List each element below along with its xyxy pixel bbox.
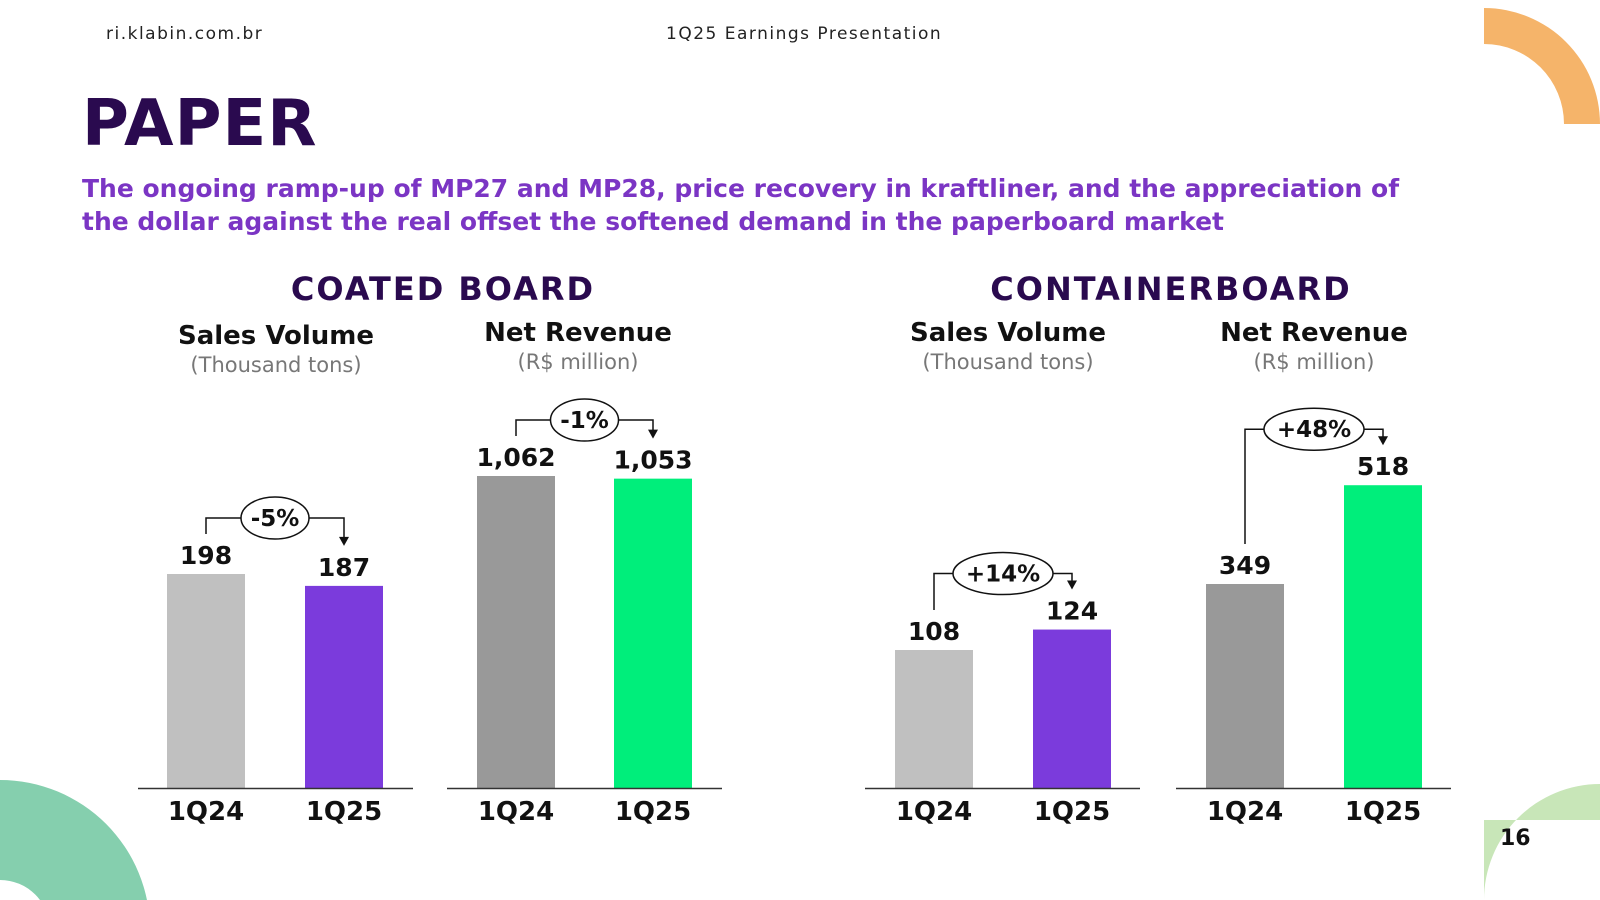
chart-2-bar-1q25 bbox=[614, 478, 692, 788]
chart-2-value-label-1q24: 1,062 bbox=[476, 443, 555, 472]
chart-3-value-label-1q25: 124 bbox=[1046, 597, 1098, 626]
chart-4-category-label-1q24: 1Q24 bbox=[1207, 797, 1283, 827]
chart-4-variation-connector-right bbox=[1364, 428, 1384, 438]
chart-2-unit: (R$ million) bbox=[518, 350, 639, 374]
decoration-orange-arc-shape bbox=[1484, 8, 1600, 124]
chart-2-variation-label: -1% bbox=[560, 408, 609, 434]
chart-4-value-label-1q25: 518 bbox=[1357, 452, 1409, 481]
chart-4-bar-1q24 bbox=[1206, 584, 1284, 788]
chart-3-unit: (Thousand tons) bbox=[922, 350, 1093, 374]
chart-1-variation-label: -5% bbox=[251, 506, 300, 532]
chart-1-value-label-1q24: 198 bbox=[180, 541, 232, 570]
section-title-coated-board: COATED BOARD bbox=[291, 270, 595, 308]
chart-3-variation-oval bbox=[952, 551, 1054, 596]
section-title-containerboard: CONTAINERBOARD bbox=[990, 270, 1351, 308]
chart-3-title: Sales Volume bbox=[910, 318, 1106, 348]
chart-3-bar-1q24 bbox=[895, 650, 973, 788]
chart-3-variation-connector-right bbox=[1053, 572, 1073, 582]
chart-4-variation-label: +48% bbox=[1277, 417, 1351, 443]
chart-3-variation-arrowhead bbox=[1067, 580, 1077, 590]
chart-2-variation-arrowhead bbox=[648, 429, 658, 439]
decoration-lightgreen-arc bbox=[1484, 784, 1600, 900]
chart-1-category-label-1q25: 1Q25 bbox=[306, 797, 382, 827]
chart-2-variation-oval bbox=[549, 398, 620, 442]
chart-1-bar-1q25 bbox=[305, 585, 383, 788]
chart-1-variation-connector-left bbox=[205, 517, 241, 534]
chart-4-unit: (R$ million) bbox=[1254, 350, 1375, 374]
page-number: 16 bbox=[1500, 826, 1531, 851]
decoration-lightgreen-arc-shape bbox=[1484, 784, 1600, 900]
chart-4-bar-1q25 bbox=[1344, 485, 1422, 788]
chart-3-variation-connector-left bbox=[933, 572, 953, 610]
chart-1-variation-connector-right bbox=[309, 517, 345, 538]
decoration-teal-arc bbox=[0, 780, 147, 900]
decoration-teal-arc-shape bbox=[0, 780, 147, 900]
chart-3-category-label-1q25: 1Q25 bbox=[1034, 797, 1110, 827]
chart-4-variation-arrowhead bbox=[1378, 436, 1388, 446]
page-title: PAPER bbox=[82, 87, 318, 161]
site-url[interactable]: ri.klabin.com.br bbox=[106, 24, 264, 44]
chart-2-bar-1q24 bbox=[477, 476, 555, 788]
chart-4-variation-oval bbox=[1263, 407, 1365, 451]
chart-3-category-label-1q24: 1Q24 bbox=[896, 797, 972, 827]
chart-1-title: Sales Volume bbox=[178, 321, 374, 351]
chart-4-variation-connector-left bbox=[1244, 428, 1264, 544]
chart-2-category-label-1q25: 1Q25 bbox=[615, 797, 691, 827]
chart-2-title: Net Revenue bbox=[484, 318, 672, 348]
chart-3-value-label-1q24: 108 bbox=[908, 617, 960, 646]
chart-1-bar-1q24 bbox=[167, 574, 245, 788]
chart-2-value-label-1q25: 1,053 bbox=[613, 446, 692, 475]
chart-1-variation-arrowhead bbox=[339, 536, 349, 546]
chart-1-value-label-1q25: 187 bbox=[318, 553, 370, 582]
chart-3-bar-1q25 bbox=[1033, 629, 1111, 788]
chart-4-title: Net Revenue bbox=[1220, 318, 1408, 348]
presentation-title: 1Q25 Earnings Presentation bbox=[666, 24, 943, 44]
chart-4-category-label-1q25: 1Q25 bbox=[1345, 797, 1421, 827]
chart-1-variation-oval bbox=[240, 496, 310, 540]
chart-3-variation-label: +14% bbox=[966, 562, 1040, 588]
chart-1-unit: (Thousand tons) bbox=[190, 353, 361, 377]
page-subtitle: The ongoing ramp-up of MP27 and MP28, pr… bbox=[82, 174, 1400, 236]
decoration-orange-arc bbox=[1484, 8, 1600, 124]
chart-2-variation-connector-left bbox=[515, 419, 551, 436]
chart-4-value-label-1q24: 349 bbox=[1219, 551, 1271, 580]
chart-2-category-label-1q24: 1Q24 bbox=[478, 797, 554, 827]
chart-1-category-label-1q24: 1Q24 bbox=[168, 797, 244, 827]
chart-2-variation-connector-right bbox=[618, 419, 654, 431]
